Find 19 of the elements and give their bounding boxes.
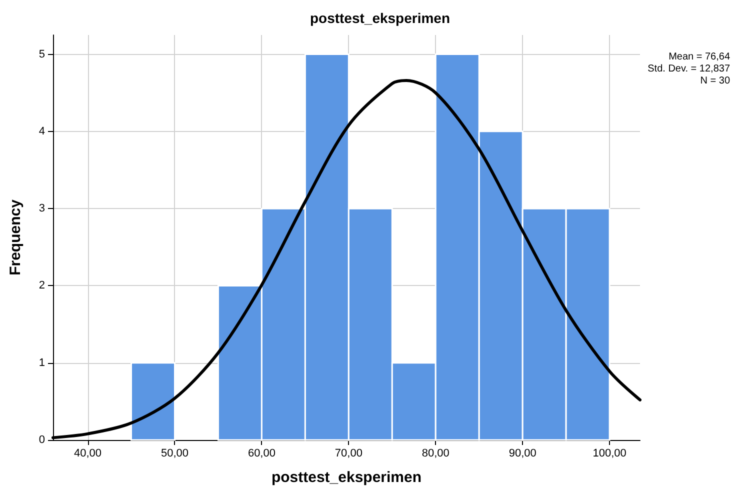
y-tick-label: 1 (38, 356, 45, 369)
y-tick-label: 3 (38, 202, 45, 215)
x-axis-title: posttest_eksperimen (271, 469, 422, 486)
x-tick-label: 40,00 (74, 448, 102, 460)
x-tick-label: 70,00 (334, 448, 362, 460)
text: N = 30 (700, 76, 730, 86)
y-axis-title: Frequency (7, 198, 24, 276)
y-tick-label: 0 (38, 434, 45, 446)
x-tick-label: 60,00 (248, 448, 276, 460)
text: Mean = 76,64 (668, 52, 730, 62)
text: Std. Dev. = 12,837 (648, 64, 730, 74)
x-tick-label: 50,00 (160, 448, 189, 460)
chart-title: posttest_eksperimen (310, 10, 450, 26)
x-tick-label: 90,00 (508, 448, 536, 460)
x-tick-label: 80,00 (422, 448, 450, 460)
y-tick-label: 5 (38, 48, 45, 60)
y-tick-label: 2 (38, 280, 45, 292)
x-tick-label: 100,00 (592, 448, 626, 460)
y-tick-label: 4 (38, 125, 45, 138)
